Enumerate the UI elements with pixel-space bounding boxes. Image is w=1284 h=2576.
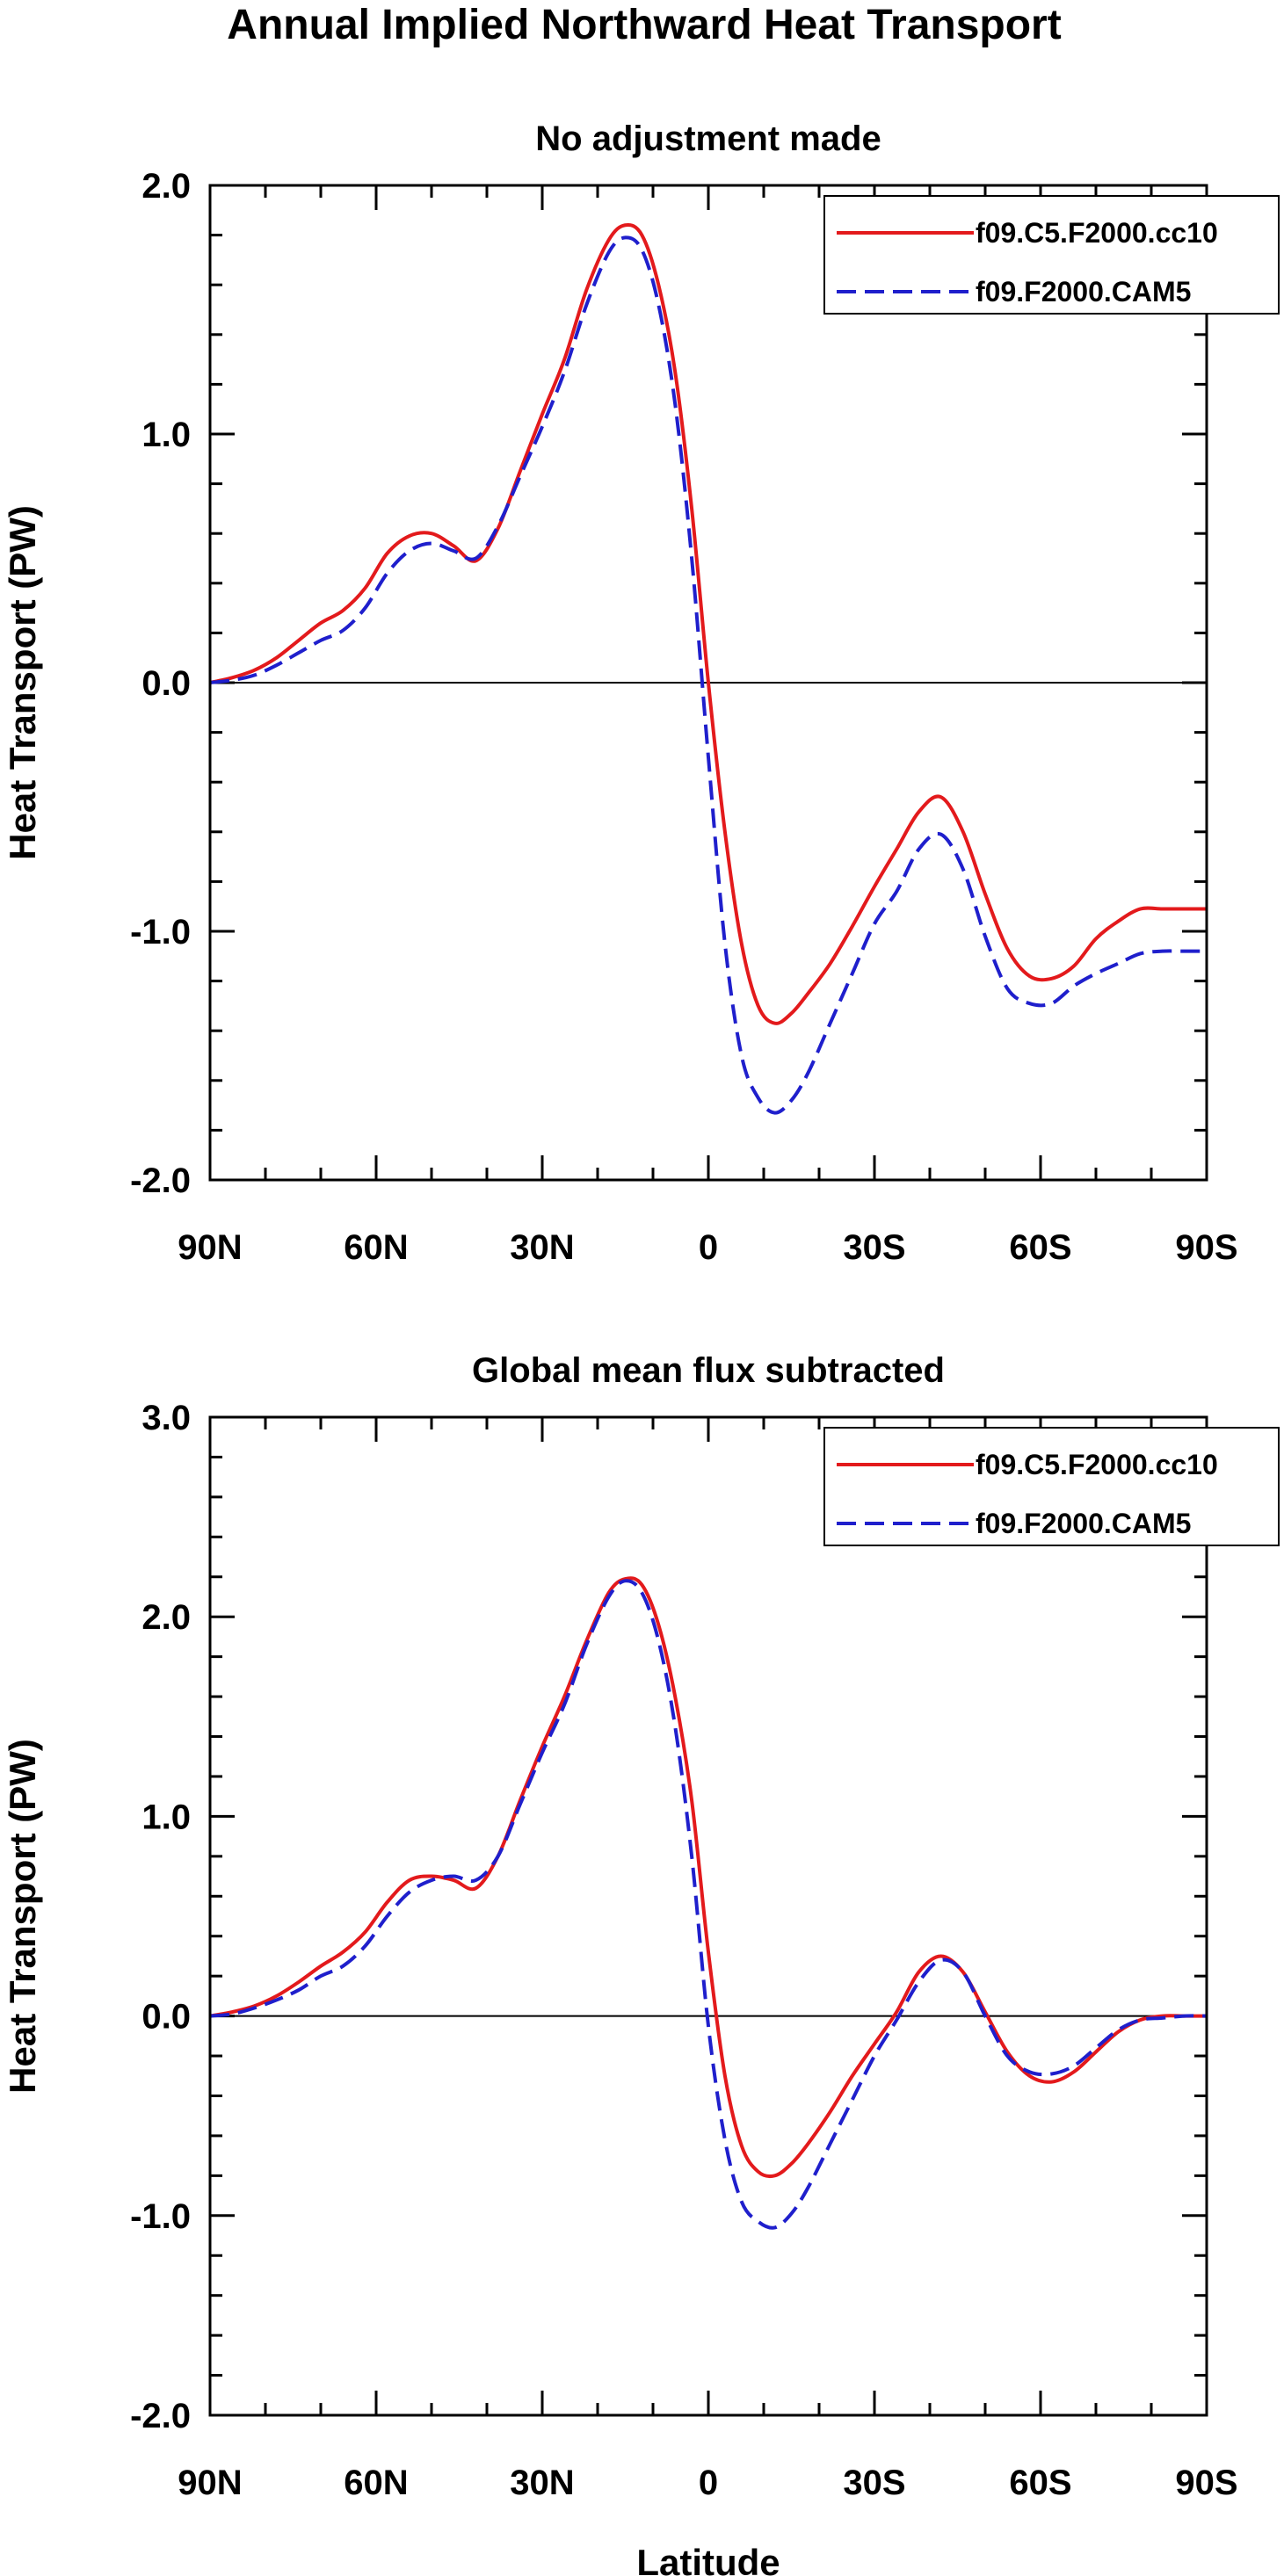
legend-label-1: f09.C5.F2000.cc10 xyxy=(976,217,1218,249)
y-axis-label: Heat Transport (PW) xyxy=(2,1739,43,2094)
x-tick-label: 60S xyxy=(1009,2464,1071,2502)
plot-frame xyxy=(208,1415,1208,2417)
panel-title: Global mean flux subtracted xyxy=(472,1351,945,1390)
y-tick-label: 1.0 xyxy=(141,416,191,454)
legend-box xyxy=(823,195,1280,315)
figure-title: Annual Implied Northward Heat Transport xyxy=(227,2,1061,48)
panel-title: No adjustment made xyxy=(535,119,881,158)
legend-label-2: f09.F2000.CAM5 xyxy=(976,276,1191,308)
x-tick-label: 60N xyxy=(344,1228,408,1267)
y-tick-label: -2.0 xyxy=(130,1161,191,1200)
x-tick-label: 0 xyxy=(699,1228,718,1267)
x-tick-label: 30N xyxy=(510,1228,574,1267)
top-panel: No adjustment made 2.0 1.0 0.0 -1.0 -2.0 90N 60… xyxy=(2,119,1280,1267)
x-tick-label: 30S xyxy=(843,2464,905,2502)
x-tick-label: 30N xyxy=(510,2464,574,2502)
x-tick-label: 0 xyxy=(699,2464,718,2502)
y-tick-label: -1.0 xyxy=(130,2197,191,2236)
y-tick-label: 0.0 xyxy=(141,1998,191,2037)
y-axis-label: Heat Transport (PW) xyxy=(2,505,43,860)
series-line-1 xyxy=(210,223,1207,1025)
bottom-panel: Global mean flux subtracted 3.0 2.0 1.0 0.0 -… xyxy=(2,1351,1280,2576)
y-tick-label: 2.0 xyxy=(141,167,191,206)
x-tick-label: 60N xyxy=(344,2464,408,2502)
x-tick-label: 30S xyxy=(843,1228,905,1267)
y-tick-label: 0.0 xyxy=(141,664,191,703)
legend-box xyxy=(823,1427,1280,1546)
series-line-2 xyxy=(210,235,1207,1115)
x-tick-label: 90N xyxy=(178,1228,242,1267)
y-tick-label: 1.0 xyxy=(141,1798,191,1836)
legend-label-2: f09.F2000.CAM5 xyxy=(976,1508,1191,1539)
legend-label-1: f09.C5.F2000.cc10 xyxy=(976,1449,1218,1480)
x-tick-label: 90S xyxy=(1175,1228,1237,1267)
x-tick-label: 60S xyxy=(1009,1228,1071,1267)
x-tick-label: 90S xyxy=(1175,2464,1237,2502)
x-tick-label: 90N xyxy=(178,2464,242,2502)
plot-frame xyxy=(208,184,1208,1182)
x-axis-label: Latitude xyxy=(636,2542,780,2576)
y-tick-label: -2.0 xyxy=(130,2397,191,2435)
y-tick-label: 3.0 xyxy=(141,1399,191,1437)
y-tick-label: -1.0 xyxy=(130,913,191,952)
y-tick-label: 2.0 xyxy=(141,1598,191,1637)
